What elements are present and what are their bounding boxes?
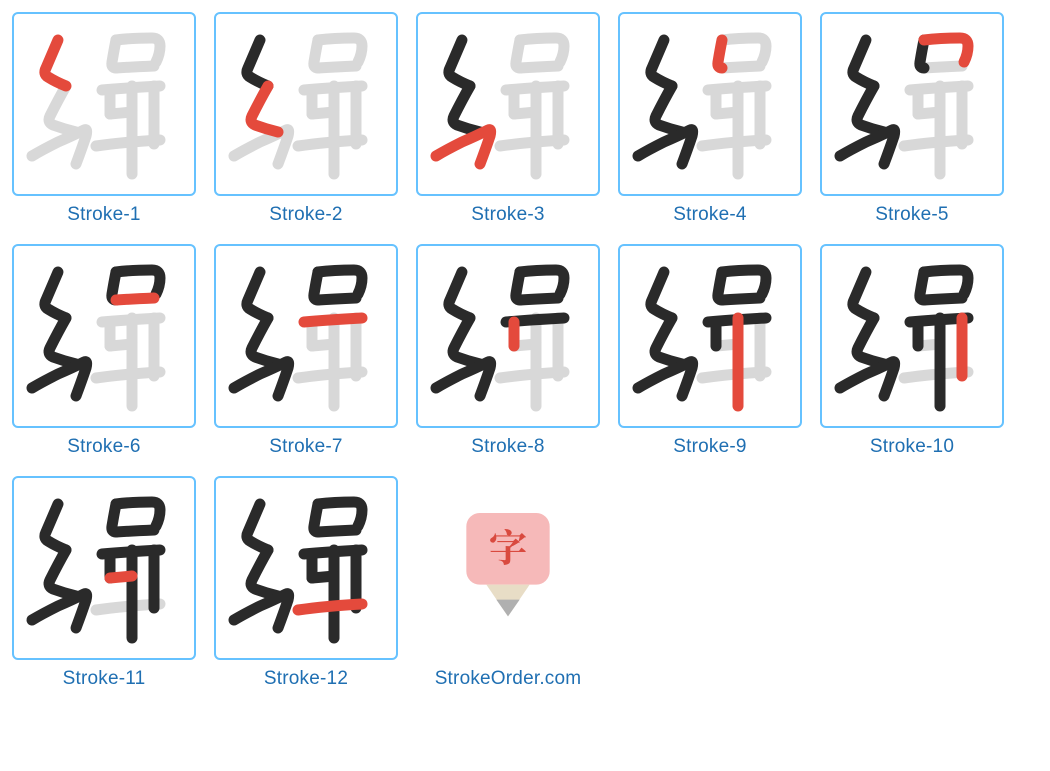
stroke-cell: Stroke-2 [214,12,398,226]
stroke-tile [12,244,196,428]
stroke-tile [214,476,398,660]
stroke-cell: Stroke-6 [12,244,196,458]
stroke-caption: Stroke-7 [269,436,342,458]
stroke-cell: Stroke-10 [820,244,1004,458]
stroke-caption: Stroke-9 [673,436,746,458]
stroke-tile [12,12,196,196]
stroke-cell: Stroke-5 [820,12,1004,226]
stroke-caption: Stroke-2 [269,204,342,226]
svg-text:字: 字 [489,517,527,572]
stroke-tile [416,244,600,428]
stroke-caption: Stroke-8 [471,436,544,458]
source-caption: StrokeOrder.com [435,668,582,690]
stroke-tile [820,244,1004,428]
stroke-caption: Stroke-6 [67,436,140,458]
stroke-cell: Stroke-4 [618,12,802,226]
stroke-tile [618,12,802,196]
stroke-caption: Stroke-1 [67,204,140,226]
stroke-caption: Stroke-5 [875,204,948,226]
source-logo: 字 [416,476,600,660]
stroke-tile [618,244,802,428]
stroke-cell: Stroke-12 [214,476,398,690]
stroke-cell: Stroke-8 [416,244,600,458]
stroke-tile [12,476,196,660]
stroke-tile [820,12,1004,196]
stroke-cell: Stroke-9 [618,244,802,458]
stroke-grid: Stroke-1 Stroke-2 Stroke-3 Stroke-4 Stroke-5… [12,12,1038,690]
stroke-cell: Stroke-3 [416,12,600,226]
stroke-tile [416,12,600,196]
source-cell: 字 StrokeOrder.com [416,476,600,690]
stroke-caption: Stroke-4 [673,204,746,226]
stroke-caption: Stroke-3 [471,204,544,226]
stroke-caption: Stroke-12 [264,668,348,690]
stroke-cell: Stroke-11 [12,476,196,690]
stroke-cell: Stroke-7 [214,244,398,458]
stroke-tile [214,12,398,196]
stroke-caption: Stroke-11 [63,668,146,690]
stroke-tile [214,244,398,428]
stroke-cell: Stroke-1 [12,12,196,226]
stroke-caption: Stroke-10 [870,436,954,458]
